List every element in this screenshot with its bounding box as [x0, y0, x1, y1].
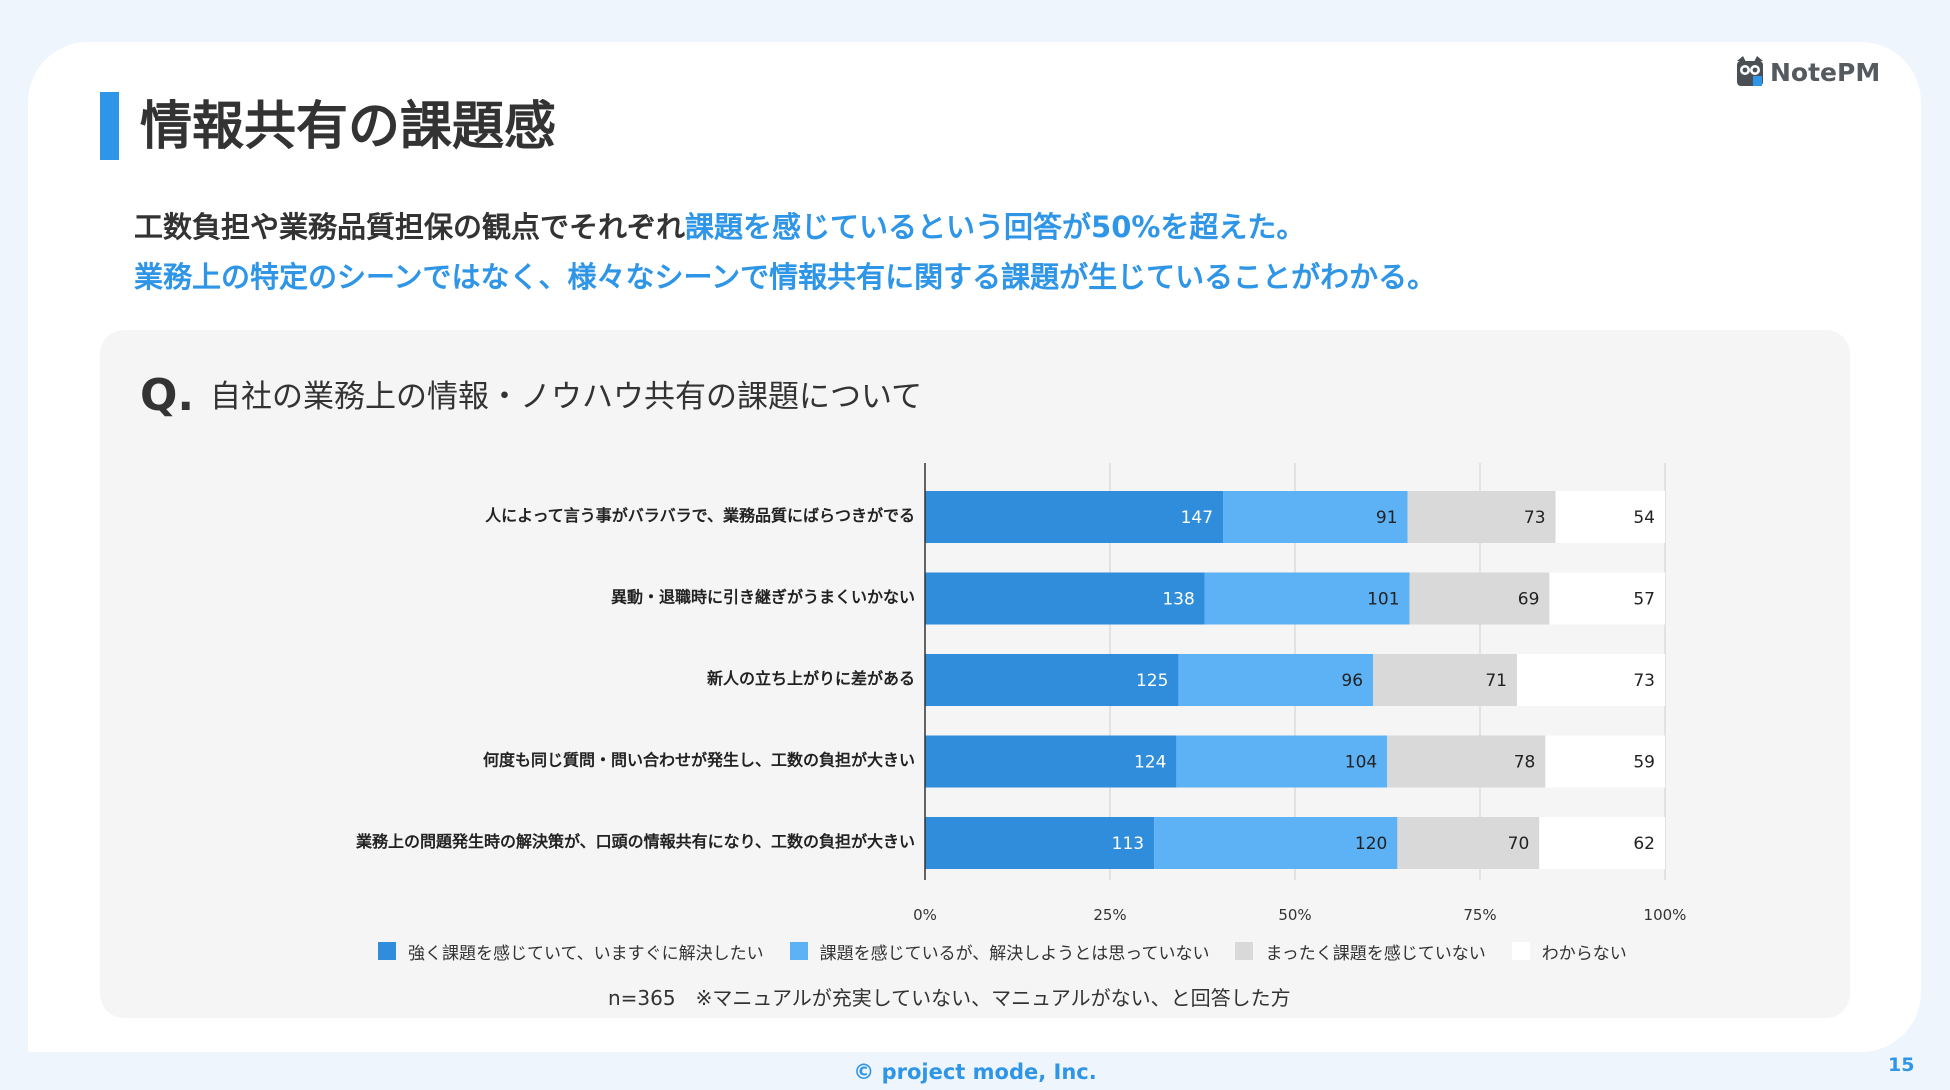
title-accent-bar	[100, 92, 119, 160]
question-prefix: Q.	[140, 370, 195, 421]
legend-item: まったく課題を感じていない	[1235, 939, 1486, 964]
bar-segment	[1178, 654, 1374, 706]
data-label: 54	[1633, 508, 1655, 528]
data-label: 73	[1633, 671, 1655, 691]
bar-segment	[925, 654, 1179, 706]
owl-logo-icon	[1737, 56, 1763, 86]
page-number: 15	[1888, 1054, 1915, 1076]
data-label: 62	[1633, 834, 1655, 854]
category-label: 新人の立ち上がりに差がある	[707, 669, 915, 688]
legend-swatch	[1235, 942, 1254, 960]
legend-item: 強く課題を感じていて、いますぐに解決したい	[378, 939, 764, 964]
logo-text: NotePM	[1770, 57, 1881, 87]
category-label: 業務上の問題発生時の解決策が、口頭の情報共有になり、工数の負担が大きい	[355, 832, 915, 851]
footnote: n=365 ※マニュアルが充実していない、マニュアルがない、と回答した方	[608, 986, 1291, 1010]
legend-label: まったく課題を感じていない	[1265, 943, 1486, 964]
legend-item: 課題を感じているが、解決しようとは思っていない	[789, 939, 1210, 964]
x-tick-label: 25%	[1093, 906, 1126, 924]
data-label: 147	[1181, 508, 1213, 528]
bar-segment	[1539, 817, 1665, 869]
brand-logo: NotePM	[1734, 54, 1880, 90]
data-label: 73	[1524, 508, 1546, 528]
data-label: 59	[1633, 753, 1655, 773]
summary-highlight: 課題を感じているという回答が50%を超えた。	[685, 210, 1306, 244]
bar-segment	[1373, 654, 1517, 706]
legend-item: わからない	[1511, 939, 1627, 964]
data-label: 138	[1162, 590, 1194, 610]
x-tick-label: 0%	[913, 906, 937, 924]
legend-label: わからない	[1541, 943, 1627, 964]
bar-segment	[1223, 491, 1408, 543]
x-tick-label: 50%	[1278, 906, 1311, 924]
bar-segment	[1555, 491, 1665, 543]
bar-segment	[1545, 735, 1665, 788]
data-label: 70	[1508, 834, 1530, 854]
chart-legend: 強く課題を感じていて、いますぐに解決したい 課題を感じているが、解決しようとは思…	[378, 936, 1627, 966]
category-label: 人によって言う事がバラバラで、業務品質にばらつきがでる	[485, 506, 915, 525]
legend-swatch	[789, 942, 808, 960]
copyright: © project mode, Inc.	[853, 1060, 1097, 1084]
bar-segment	[1176, 735, 1388, 788]
x-tick-label: 100%	[1644, 906, 1687, 924]
bar-segment	[1549, 572, 1665, 625]
summary-line-1: 工数負担や業務品質担保の観点でそれぞれ課題を感じているという回答が50%を超えた…	[134, 202, 1874, 252]
bar-segment	[1397, 817, 1540, 869]
summary-line-2: 業務上の特定のシーンではなく、様々なシーンで情報共有に関する課題が生じていること…	[134, 260, 1437, 294]
data-label: 69	[1518, 590, 1540, 610]
bar-segment	[925, 491, 1224, 543]
data-label: 96	[1341, 671, 1363, 691]
bar-segment	[1409, 572, 1550, 625]
category-label: 何度も同じ質問・問い合わせが発生し、工数の負担が大きい	[483, 751, 915, 770]
data-label: 113	[1112, 834, 1144, 854]
page-title: 情報共有の課題感	[140, 97, 557, 157]
question-text: 自社の業務上の情報・ノウハウ共有の課題について	[210, 379, 923, 415]
data-label: 91	[1376, 508, 1398, 528]
bar-segment	[1204, 572, 1410, 625]
bar-segment	[925, 735, 1177, 788]
legend-swatch	[378, 942, 396, 960]
category-label: 異動・退職時に引き継ぎがうまくいかない	[611, 588, 915, 607]
data-label: 125	[1136, 671, 1168, 691]
summary: 工数負担や業務品質担保の観点でそれぞれ課題を感じているという回答が50%を超えた…	[134, 202, 1874, 302]
bar-segment	[1387, 735, 1546, 788]
bar-segment	[1154, 817, 1398, 869]
legend-label: 強く課題を感じていて、いますぐに解決したい	[408, 943, 764, 964]
data-label: 57	[1633, 590, 1655, 610]
data-label: 124	[1134, 753, 1166, 773]
data-label: 71	[1485, 671, 1507, 691]
bar-segment	[925, 817, 1155, 869]
legend-label: 課題を感じているが、解決しようとは思っていない	[819, 943, 1210, 964]
data-label: 120	[1355, 834, 1387, 854]
legend-swatch	[1511, 942, 1530, 960]
x-tick-label: 75%	[1463, 906, 1496, 924]
bar-segment	[1407, 491, 1556, 543]
data-label: 78	[1514, 753, 1536, 773]
bar-segment	[1517, 654, 1665, 706]
summary-text: 工数負担や業務品質担保の観点でそれぞれ	[134, 210, 686, 244]
data-label: 101	[1367, 590, 1399, 610]
bar-segment	[925, 572, 1205, 625]
data-label: 104	[1345, 753, 1377, 773]
